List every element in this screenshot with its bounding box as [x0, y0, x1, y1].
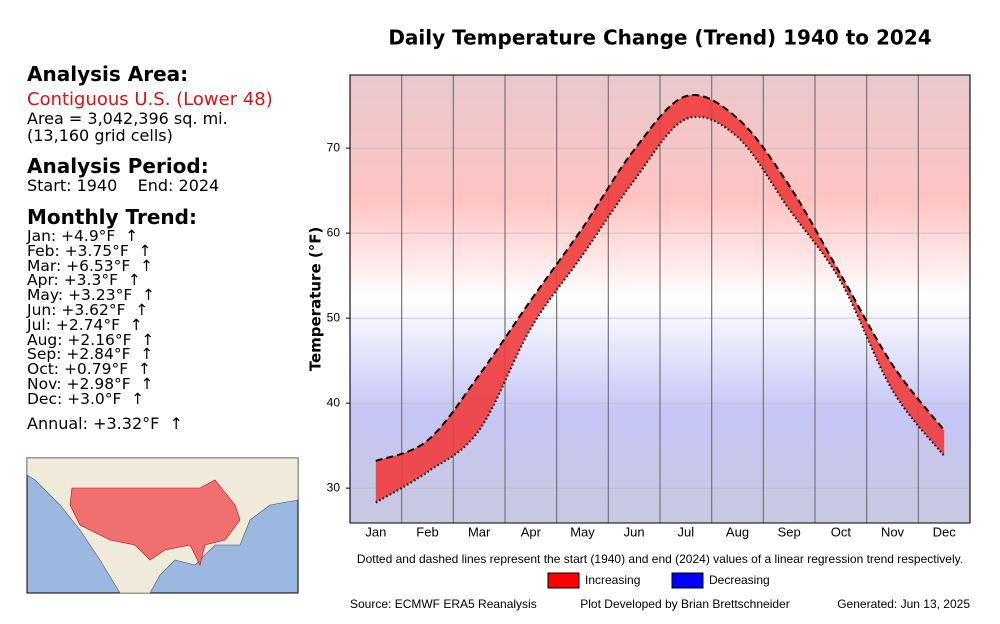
x-tick-label: Aug: [726, 524, 749, 539]
legend-label: Decreasing: [709, 573, 770, 587]
x-tick-label: May: [570, 524, 595, 539]
trend: Aug: +2.16°F ↑: [27, 330, 155, 349]
heading: Analysis Area:: [27, 62, 189, 86]
x-tick-label: Mar: [468, 524, 491, 539]
x-tick-label: Nov: [881, 524, 905, 539]
cells: (13,160 grid cells): [27, 126, 173, 145]
map: [26, 457, 299, 594]
trend: Feb: +3.75°F ↑: [27, 241, 152, 260]
x-tick-label: Oct: [831, 524, 852, 539]
x-tick-label: Sep: [778, 524, 801, 539]
plot-frame: [349, 74, 971, 524]
x-tick-label: Jan: [365, 524, 386, 539]
period: Start: 1940 End: 2024: [27, 176, 220, 195]
trend: Nov: +2.98°F ↑: [27, 374, 154, 393]
source: Source: ECMWF ERA5 Reanalysis: [350, 597, 537, 611]
x-tick-label: Apr: [521, 524, 542, 539]
legend-swatch: [547, 572, 580, 589]
y-tick-label: 50: [327, 310, 341, 324]
trend-list: Jan: +4.9°F ↑ Feb: +3.75°F ↑ Mar: +6.53°F …: [27, 227, 156, 408]
legend-swatch: [671, 572, 704, 589]
y-tick-label: 30: [327, 480, 341, 494]
credit: Plot Developed by Brian Brettschneider: [580, 597, 789, 611]
trend: Jul: +2.74°F ↑: [27, 315, 143, 334]
trend: Dec: +3.0°F ↑: [27, 389, 145, 408]
x-tick-label: Jul: [678, 524, 695, 539]
region: Contiguous U.S. (Lower 48): [27, 89, 273, 110]
y-axis-label: Temperature (°F): [307, 227, 325, 372]
trend-line: [375, 94, 945, 462]
trend: Apr: +3.3°F ↑: [27, 271, 141, 290]
x-tick-label: Feb: [416, 524, 438, 539]
area: Area = 3,042,396 sq. mi.: [27, 109, 228, 128]
trend: Mar: +6.53°F ↑: [27, 256, 154, 275]
trend: Jan: +4.9°F ↑: [27, 227, 139, 245]
trend: Oct: +0.79°F ↑: [27, 360, 151, 379]
trend: Sep: +2.84°F ↑: [27, 345, 154, 364]
heading: Analysis Period:: [27, 154, 209, 178]
y-tick-label: 70: [327, 140, 341, 154]
annual: Annual: +3.32°F ↑: [27, 414, 183, 433]
heading: Monthly Trend:: [27, 205, 197, 229]
y-tick-label: 40: [327, 395, 341, 409]
chart-title: Daily Temperature Change (Trend) 1940 to…: [388, 26, 931, 50]
y-tick-label: 60: [327, 225, 341, 239]
x-tick-label: Dec: [933, 524, 957, 539]
x-tick-label: Jun: [624, 524, 645, 539]
trend-band: [375, 95, 945, 503]
note: Dotted and dashed lines represent the st…: [357, 552, 963, 566]
generated: Generated: Jun 13, 2025: [837, 597, 970, 611]
trend: Jun: +3.62°F ↑: [27, 300, 149, 319]
trend: May: +3.23°F ↑: [27, 286, 156, 305]
legend-label: Increasing: [585, 573, 640, 587]
